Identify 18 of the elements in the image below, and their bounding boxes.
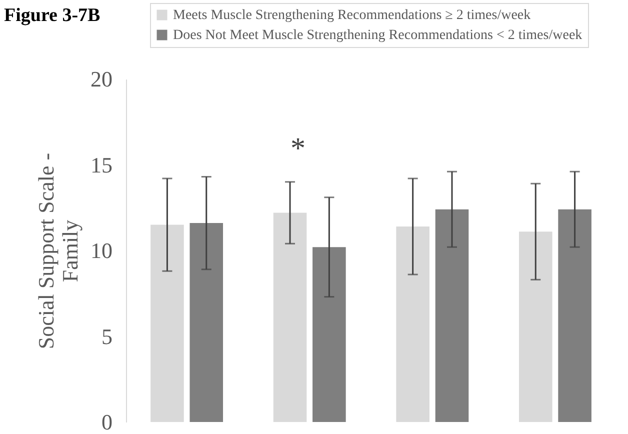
bar [190, 223, 224, 422]
y-tick-label: 10 [90, 238, 112, 263]
bar [273, 212, 307, 422]
bar [150, 224, 184, 422]
bar [396, 226, 430, 422]
y-tick-label: 5 [102, 324, 112, 349]
bar [558, 209, 592, 422]
bar [435, 209, 469, 422]
legend-label: Meets Muscle Strengthening Recommendations ≥ 2 times/week [173, 8, 531, 23]
bar [518, 232, 552, 422]
bar [312, 247, 346, 422]
legend-label: Does Not Meet Muscle Strengthening Recommendations < 2 times/week [173, 28, 582, 43]
annotation: * [290, 132, 306, 165]
y-axis-title: Social Support Scale - Family [34, 152, 82, 350]
y-tick-label: 20 [90, 66, 112, 92]
y-tick-label: 0 [102, 410, 112, 434]
y-tick-label: 15 [90, 152, 112, 178]
chart-title: Figure 3-7B [4, 5, 101, 26]
